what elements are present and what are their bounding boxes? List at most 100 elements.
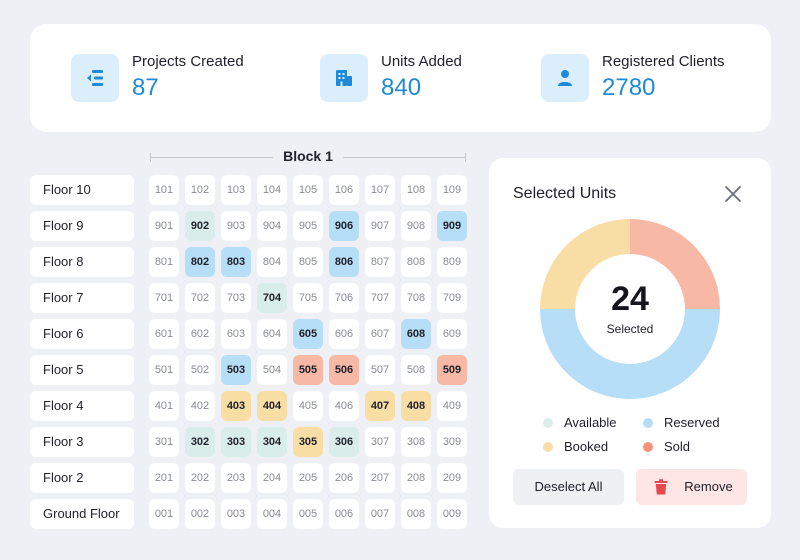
unit-cell[interactable]: 801: [149, 247, 179, 277]
unit-cell[interactable]: 806: [329, 247, 359, 277]
unit-cell[interactable]: 808: [401, 247, 431, 277]
floor-label[interactable]: Floor 3: [30, 427, 134, 457]
unit-cell[interactable]: 004: [257, 499, 287, 529]
unit-cell[interactable]: 705: [293, 283, 323, 313]
deselect-all-button[interactable]: Deselect All: [513, 469, 624, 505]
unit-cell[interactable]: 007: [365, 499, 395, 529]
unit-cell[interactable]: 306: [329, 427, 359, 457]
unit-cell[interactable]: 502: [185, 355, 215, 385]
unit-cell[interactable]: 605: [293, 319, 323, 349]
unit-cell[interactable]: 707: [365, 283, 395, 313]
unit-cell[interactable]: 208: [401, 463, 431, 493]
unit-cell[interactable]: 508: [401, 355, 431, 385]
unit-cell[interactable]: 205: [293, 463, 323, 493]
unit-cell[interactable]: 706: [329, 283, 359, 313]
unit-cell[interactable]: 402: [185, 391, 215, 421]
unit-cell[interactable]: 903: [221, 211, 251, 241]
unit-cell[interactable]: 601: [149, 319, 179, 349]
unit-cell[interactable]: 906: [329, 211, 359, 241]
unit-cell[interactable]: 907: [365, 211, 395, 241]
unit-cell[interactable]: 708: [401, 283, 431, 313]
unit-cell[interactable]: 202: [185, 463, 215, 493]
floor-label[interactable]: Floor 10: [30, 175, 134, 205]
unit-cell[interactable]: 009: [437, 499, 467, 529]
unit-cell[interactable]: 405: [293, 391, 323, 421]
unit-cell[interactable]: 102: [185, 175, 215, 205]
unit-cell[interactable]: 701: [149, 283, 179, 313]
unit-cell[interactable]: 604: [257, 319, 287, 349]
unit-cell[interactable]: 001: [149, 499, 179, 529]
close-button[interactable]: [724, 185, 742, 203]
unit-cell[interactable]: 809: [437, 247, 467, 277]
unit-cell[interactable]: 201: [149, 463, 179, 493]
unit-cell[interactable]: 805: [293, 247, 323, 277]
unit-cell[interactable]: 802: [185, 247, 215, 277]
unit-cell[interactable]: 308: [401, 427, 431, 457]
unit-cell[interactable]: 602: [185, 319, 215, 349]
unit-cell[interactable]: 304: [257, 427, 287, 457]
unit-cell[interactable]: 107: [365, 175, 395, 205]
unit-cell[interactable]: 003: [221, 499, 251, 529]
unit-cell[interactable]: 403: [221, 391, 251, 421]
unit-cell[interactable]: 408: [401, 391, 431, 421]
unit-cell[interactable]: 103: [221, 175, 251, 205]
unit-cell[interactable]: 101: [149, 175, 179, 205]
unit-cell[interactable]: 407: [365, 391, 395, 421]
unit-cell[interactable]: 207: [365, 463, 395, 493]
unit-cell[interactable]: 609: [437, 319, 467, 349]
unit-cell[interactable]: 904: [257, 211, 287, 241]
unit-cell[interactable]: 104: [257, 175, 287, 205]
unit-cell[interactable]: 608: [401, 319, 431, 349]
unit-cell[interactable]: 303: [221, 427, 251, 457]
unit-cell[interactable]: 807: [365, 247, 395, 277]
unit-cell[interactable]: 302: [185, 427, 215, 457]
unit-cell[interactable]: 905: [293, 211, 323, 241]
floor-label[interactable]: Floor 6: [30, 319, 134, 349]
unit-cell[interactable]: 902: [185, 211, 215, 241]
unit-cell[interactable]: 404: [257, 391, 287, 421]
unit-cell[interactable]: 603: [221, 319, 251, 349]
unit-cell[interactable]: 209: [437, 463, 467, 493]
unit-cell[interactable]: 309: [437, 427, 467, 457]
unit-cell[interactable]: 901: [149, 211, 179, 241]
floor-label[interactable]: Floor 8: [30, 247, 134, 277]
unit-cell[interactable]: 002: [185, 499, 215, 529]
unit-cell[interactable]: 409: [437, 391, 467, 421]
remove-button[interactable]: Remove: [636, 469, 747, 505]
unit-cell[interactable]: 401: [149, 391, 179, 421]
unit-cell[interactable]: 006: [329, 499, 359, 529]
unit-cell[interactable]: 606: [329, 319, 359, 349]
unit-cell[interactable]: 307: [365, 427, 395, 457]
unit-cell[interactable]: 301: [149, 427, 179, 457]
floor-label[interactable]: Floor 5: [30, 355, 134, 385]
unit-cell[interactable]: 005: [293, 499, 323, 529]
unit-cell[interactable]: 406: [329, 391, 359, 421]
unit-cell[interactable]: 506: [329, 355, 359, 385]
unit-cell[interactable]: 106: [329, 175, 359, 205]
unit-cell[interactable]: 607: [365, 319, 395, 349]
unit-cell[interactable]: 109: [437, 175, 467, 205]
unit-cell[interactable]: 105: [293, 175, 323, 205]
floor-label[interactable]: Floor 9: [30, 211, 134, 241]
unit-cell[interactable]: 909: [437, 211, 467, 241]
unit-cell[interactable]: 501: [149, 355, 179, 385]
unit-cell[interactable]: 503: [221, 355, 251, 385]
unit-cell[interactable]: 206: [329, 463, 359, 493]
unit-cell[interactable]: 504: [257, 355, 287, 385]
unit-cell[interactable]: 509: [437, 355, 467, 385]
unit-cell[interactable]: 203: [221, 463, 251, 493]
unit-cell[interactable]: 804: [257, 247, 287, 277]
floor-label[interactable]: Floor 4: [30, 391, 134, 421]
unit-cell[interactable]: 505: [293, 355, 323, 385]
unit-cell[interactable]: 704: [257, 283, 287, 313]
unit-cell[interactable]: 507: [365, 355, 395, 385]
unit-cell[interactable]: 803: [221, 247, 251, 277]
floor-label[interactable]: Floor 2: [30, 463, 134, 493]
floor-label[interactable]: Floor 7: [30, 283, 134, 313]
floor-label[interactable]: Ground Floor: [30, 499, 134, 529]
unit-cell[interactable]: 908: [401, 211, 431, 241]
unit-cell[interactable]: 703: [221, 283, 251, 313]
unit-cell[interactable]: 204: [257, 463, 287, 493]
unit-cell[interactable]: 305: [293, 427, 323, 457]
unit-cell[interactable]: 008: [401, 499, 431, 529]
